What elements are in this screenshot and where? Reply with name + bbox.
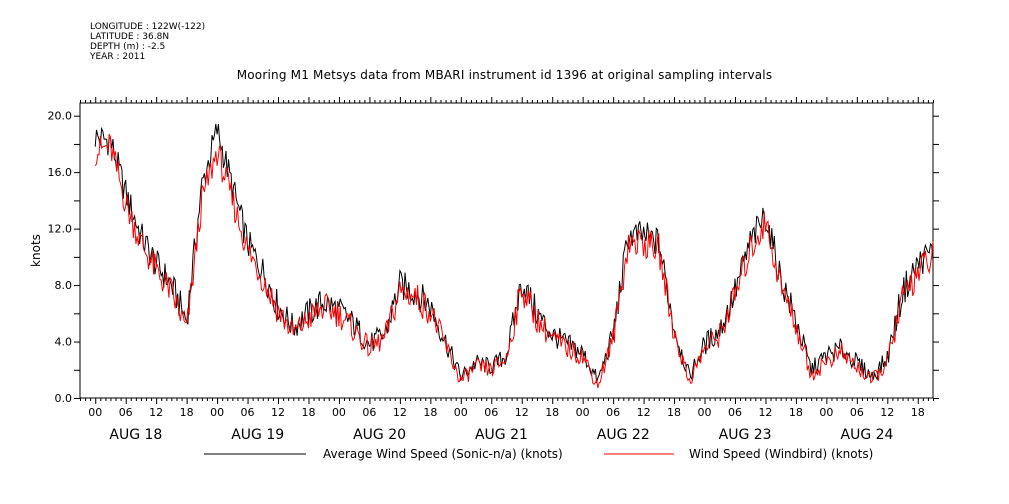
x-tick-label: 06 <box>728 406 742 419</box>
x-tick-label: 06 <box>484 406 498 419</box>
year-text: YEAR : 2011 <box>90 52 146 62</box>
y-tick-label: 8.0 <box>55 279 73 292</box>
x-tick-label: 06 <box>362 406 376 419</box>
x-day-label: AUG 24 <box>841 427 894 443</box>
x-day-label: AUG 21 <box>475 427 528 443</box>
chart-title: Mooring M1 Metsys data from MBARI instru… <box>236 68 773 82</box>
x-tick-label: 18 <box>545 406 559 419</box>
series-line-1 <box>94 133 934 389</box>
x-tick-label: 00 <box>332 406 346 419</box>
x-tick-label: 18 <box>789 406 803 419</box>
metadata-block: LONGITUDE : 122W(-122) LATITUDE : 36.8N … <box>90 22 205 62</box>
y-tick-label: 0.0 <box>55 392 73 405</box>
latitude-text: LATITUDE : 36.8N <box>90 32 170 42</box>
x-tick-label: 12 <box>149 406 163 419</box>
x-tick-label: 00 <box>576 406 590 419</box>
x-tick-label: 12 <box>515 406 529 419</box>
x-tick-label: 00 <box>210 406 224 419</box>
x-tick-label: 00 <box>698 406 712 419</box>
legend-label-0: Average Wind Speed (Sonic-n/a) (knots) <box>323 447 563 461</box>
x-day-label: AUG 22 <box>597 427 650 443</box>
y-tick-label: 20.0 <box>48 110 73 123</box>
x-day-label: AUG 23 <box>719 427 772 443</box>
x-day-label: AUG 18 <box>109 427 162 443</box>
x-tick-label: 12 <box>637 406 651 419</box>
x-day-label: AUG 19 <box>231 427 284 443</box>
x-tick-label: 00 <box>88 406 102 419</box>
x-tick-label: 12 <box>880 406 894 419</box>
x-tick-label: 18 <box>301 406 315 419</box>
depth-text: DEPTH (m) : -2.5 <box>90 42 166 52</box>
x-tick-label: 12 <box>271 406 285 419</box>
x-tick-label: 06 <box>119 406 133 419</box>
series-line-0 <box>94 123 934 384</box>
y-tick-label: 12.0 <box>48 223 73 236</box>
x-tick-label: 18 <box>423 406 437 419</box>
x-tick-label: 06 <box>850 406 864 419</box>
y-axis-title: knots <box>29 234 43 267</box>
x-tick-label: 06 <box>241 406 255 419</box>
x-tick-label: 18 <box>911 406 925 419</box>
x-tick-label: 18 <box>667 406 681 419</box>
x-tick-label: 12 <box>393 406 407 419</box>
x-tick-label: 18 <box>180 406 194 419</box>
x-tick-label: 00 <box>454 406 468 419</box>
y-tick-label: 4.0 <box>55 336 73 349</box>
longitude-text: LONGITUDE : 122W(-122) <box>90 22 206 32</box>
x-tick-label: 06 <box>606 406 620 419</box>
x-day-label: AUG 20 <box>353 427 406 443</box>
x-tick-label: 12 <box>758 406 772 419</box>
y-tick-label: 16.0 <box>48 166 73 179</box>
legend-label-1: Wind Speed (Windbird) (knots) <box>689 447 873 461</box>
x-tick-label: 00 <box>819 406 833 419</box>
